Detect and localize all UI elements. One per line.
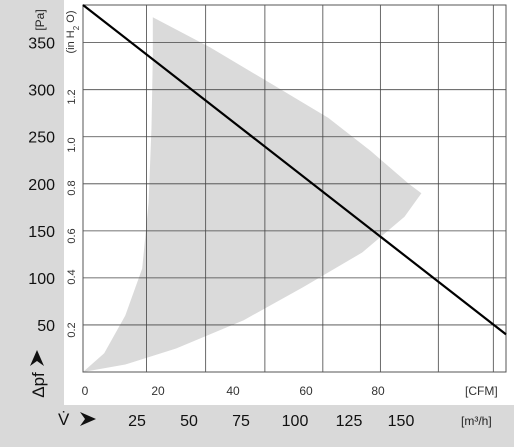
m3h-tick-labels: 25 50 75 100 125 150 (128, 413, 414, 430)
pa-unit-label: [Pa] (33, 9, 47, 30)
pa-tick-labels: 50 100 150 200 250 300 350 (28, 36, 55, 335)
m3h-tick-label: 75 (232, 413, 250, 430)
m3h-tick-label: 125 (336, 413, 363, 430)
dp-symbol: Δpf (29, 372, 48, 398)
inh2o-tick-label: 1.2 (66, 89, 78, 104)
fan-curve-line (82, 4, 507, 336)
pa-tick-label: 150 (28, 224, 55, 241)
pa-tick-label: 50 (37, 318, 55, 335)
pa-tick-label: 350 (28, 36, 55, 53)
pa-tick-label: 300 (28, 83, 55, 100)
cfm-tick-label: 60 (299, 384, 313, 398)
m3h-axis-strip (0, 405, 514, 447)
grid (82, 5, 506, 372)
inh2o-tick-label: 0.4 (66, 269, 78, 284)
cfm-tick-label: 80 (371, 384, 385, 398)
pa-tick-label: 200 (28, 177, 55, 194)
cfm-tick-label: 20 (151, 384, 165, 398)
inh2o-tick-label: 0.6 (66, 228, 78, 243)
m3h-tick-label: 50 (180, 413, 198, 430)
m3h-tick-label: 25 (128, 413, 146, 430)
cfm-tick-label: 0 (82, 384, 89, 398)
v-symbol: V̇ (58, 410, 70, 429)
cfm-unit-label: [CFM] (465, 384, 498, 398)
pa-axis-strip (0, 0, 64, 405)
inh2o-tick-label: 1.0 (66, 137, 78, 152)
pa-tick-label: 100 (28, 271, 55, 288)
plot-frame (82, 4, 507, 373)
inh2o-unit-label: (in H2 O) (65, 11, 81, 54)
m3h-tick-label: 150 (388, 413, 415, 430)
operating-region (83, 17, 422, 372)
inh2o-tick-labels: 0.2 0.4 0.6 0.8 1.0 1.2 (66, 89, 78, 337)
inh2o-tick-label: 0.2 (66, 322, 78, 337)
dp-arrow-icon (30, 350, 44, 366)
cfm-tick-labels: 0 20 40 60 80 (82, 384, 385, 398)
cfm-tick-label: 40 (226, 384, 240, 398)
m3h-unit-label: [m³/h] (461, 414, 492, 428)
m3h-tick-label: 100 (282, 413, 309, 430)
v-arrow-icon (80, 412, 96, 426)
inh2o-tick-label: 0.8 (66, 180, 78, 195)
pa-tick-label: 250 (28, 130, 55, 147)
